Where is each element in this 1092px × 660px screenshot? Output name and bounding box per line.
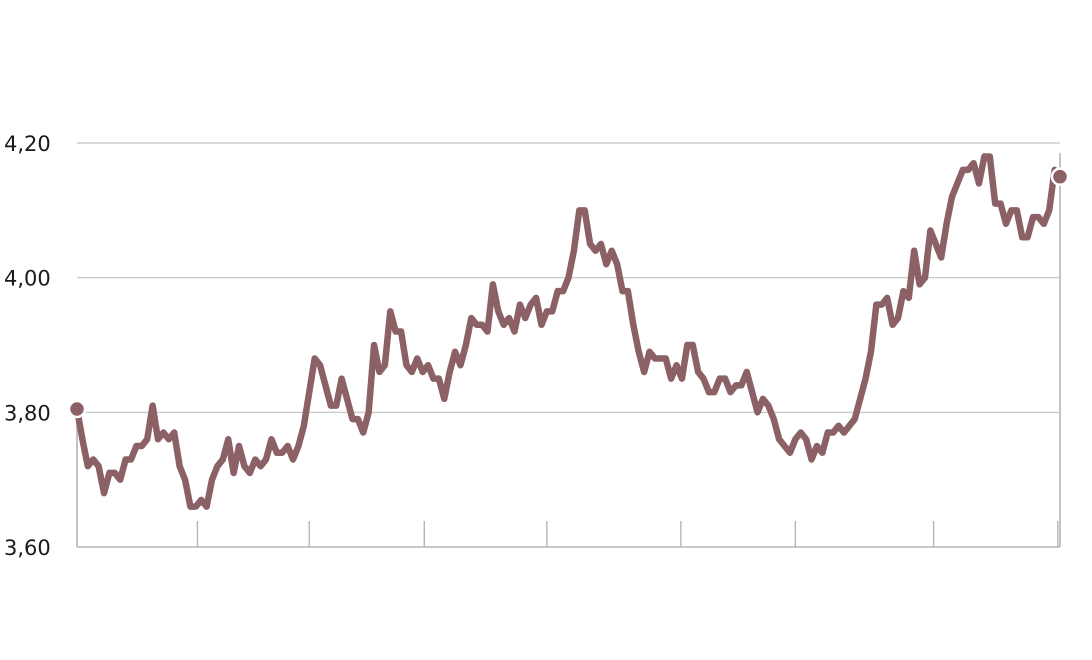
axes <box>76 153 1061 548</box>
endpoint-markers <box>67 167 1070 419</box>
y-tick-label: 4,20 <box>4 132 51 156</box>
end-point-marker <box>1050 167 1070 186</box>
y-tick-label: 4,00 <box>4 267 51 291</box>
y-tick-label: 3,60 <box>4 536 51 560</box>
x-axis-tick-marks <box>196 521 1059 547</box>
series-group <box>73 153 1064 510</box>
y-axis-tick-labels: 3,60 3,80 4,00 4,20 <box>4 132 51 560</box>
y-tick-label: 3,80 <box>4 401 51 425</box>
series-line <box>73 153 1064 510</box>
start-point-marker <box>67 399 87 419</box>
